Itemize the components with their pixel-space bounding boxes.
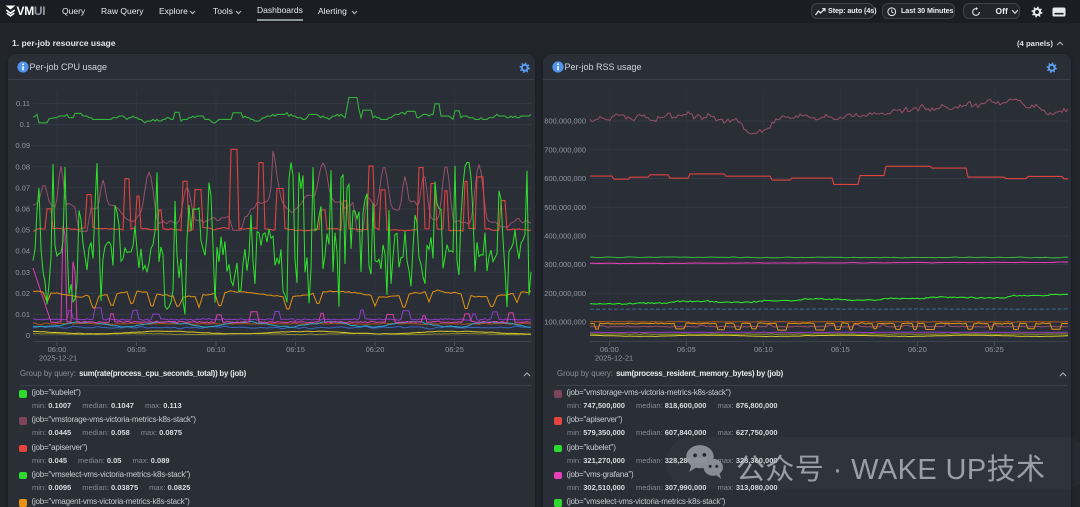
svg-text:06:10: 06:10 [754,345,773,354]
svg-text:400,000,000: 400,000,000 [544,232,586,241]
svg-text:0.08: 0.08 [15,162,30,171]
svg-text:0.03: 0.03 [15,268,30,277]
svg-text:300,000,000: 300,000,000 [544,260,586,269]
svg-text:06:00: 06:00 [600,345,619,354]
svg-text:2025-12-21: 2025-12-21 [595,354,633,363]
svg-text:06:25: 06:25 [985,345,1004,354]
svg-text:0.11: 0.11 [16,99,30,108]
svg-text:800,000,000: 800,000,000 [544,117,586,126]
svg-text:2025-12-21: 2025-12-21 [39,354,77,363]
svg-text:06:15: 06:15 [286,345,305,354]
svg-text:500,000,000: 500,000,000 [544,203,586,212]
svg-text:0.06: 0.06 [15,205,30,214]
svg-text:0: 0 [26,331,30,340]
svg-text:06:20: 06:20 [908,345,927,354]
svg-text:200,000,000: 200,000,000 [544,289,586,298]
svg-text:100,000,000: 100,000,000 [544,318,586,327]
svg-text:600,000,000: 600,000,000 [544,174,586,183]
svg-text:06:10: 06:10 [207,345,226,354]
svg-text:700,000,000: 700,000,000 [544,145,586,154]
svg-text:0.02: 0.02 [15,289,30,298]
svg-text:0.07: 0.07 [15,183,30,192]
svg-text:0.01: 0.01 [15,310,30,319]
svg-text:06:15: 06:15 [831,345,850,354]
svg-text:0.04: 0.04 [15,247,30,256]
svg-text:06:25: 06:25 [445,345,464,354]
svg-text:06:05: 06:05 [127,345,146,354]
svg-text:0.05: 0.05 [15,226,30,235]
svg-text:0.09: 0.09 [15,141,30,150]
svg-text:06:20: 06:20 [366,345,385,354]
svg-text:06:05: 06:05 [677,345,696,354]
svg-text:0.1: 0.1 [20,120,30,129]
svg-text:06:00: 06:00 [48,345,67,354]
